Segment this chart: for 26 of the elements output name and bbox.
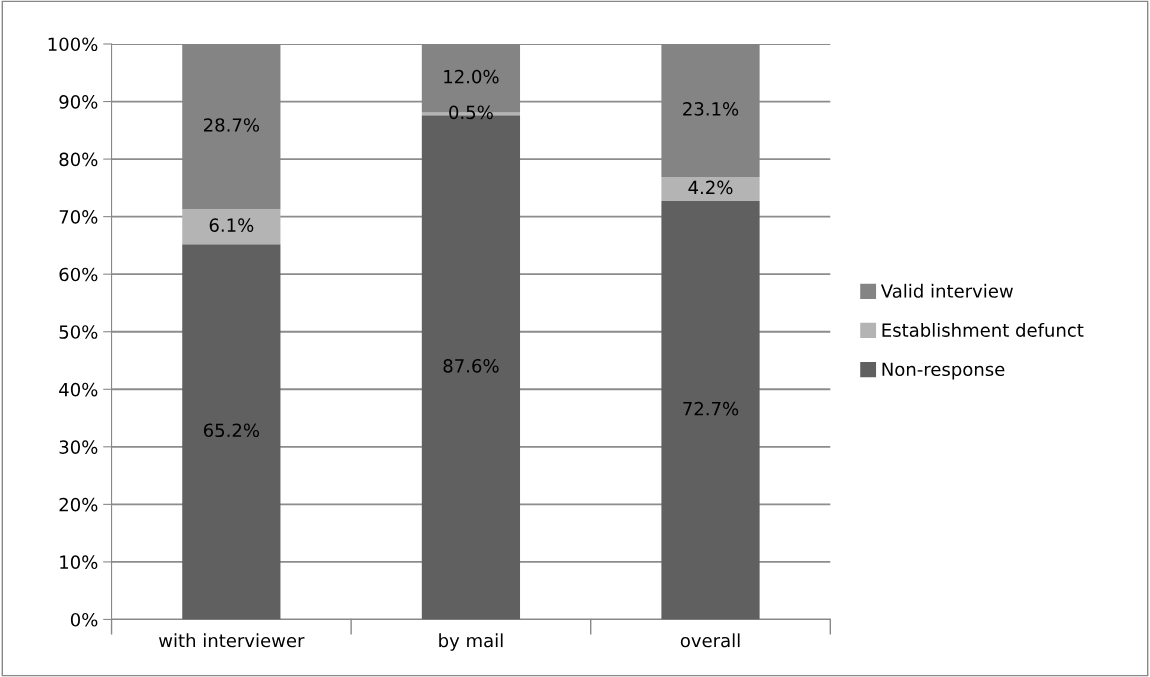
y-tick-label: 70% xyxy=(59,210,98,224)
x-tick-label: by mail xyxy=(439,633,503,651)
data-label: 23.1% xyxy=(683,102,739,116)
data-label: 12.0% xyxy=(444,69,499,84)
legend-label: Non-response xyxy=(882,362,1005,380)
y-tick-label: 50% xyxy=(59,325,98,339)
x-tick-label: with interviewer xyxy=(158,633,305,648)
y-tick-label: 100% xyxy=(48,37,98,52)
data-label: 6.1% xyxy=(209,218,254,232)
legend-label: Valid interview xyxy=(880,283,1013,298)
data-label: 28.7% xyxy=(203,118,260,132)
y-tick-label: 60% xyxy=(59,267,98,282)
y-tick-label: 10% xyxy=(60,555,98,570)
data-label: 0.5% xyxy=(449,105,493,120)
legend-label: Establishment defunct xyxy=(882,322,1084,337)
data-label: 87.6% xyxy=(443,358,499,373)
data-label: 72.7% xyxy=(683,401,739,416)
data-label: 4.2% xyxy=(688,180,733,195)
data-label: 65.2% xyxy=(203,423,260,438)
y-tick-label: 30% xyxy=(59,440,98,454)
y-tick-label: 40% xyxy=(59,382,98,397)
y-tick-label: 90% xyxy=(59,95,98,109)
x-tick-label: overall xyxy=(680,633,740,648)
y-tick-label: 0% xyxy=(70,612,98,627)
y-tick-label: 20% xyxy=(59,497,98,512)
y-tick-label: 80% xyxy=(59,152,98,167)
